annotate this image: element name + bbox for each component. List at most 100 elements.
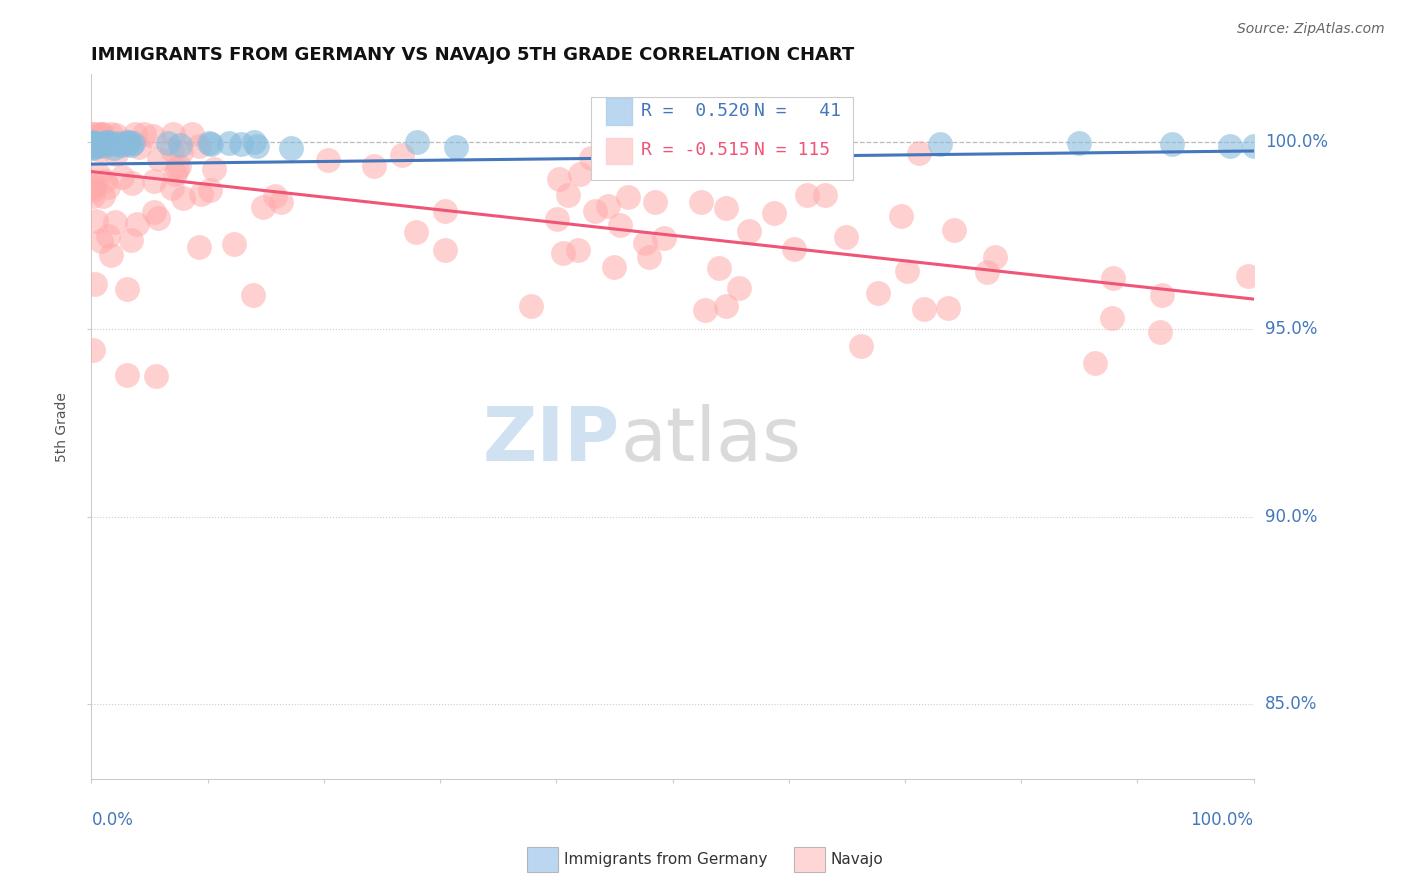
Point <box>976 265 998 279</box>
Point <box>120 233 142 247</box>
Point <box>82 127 104 141</box>
Point <box>82 135 104 149</box>
Point <box>200 136 222 151</box>
Point <box>187 139 209 153</box>
Point <box>242 287 264 301</box>
Point <box>90 234 112 248</box>
Point <box>89 168 111 182</box>
Point <box>252 200 274 214</box>
Point <box>391 148 413 162</box>
Point <box>644 194 666 209</box>
Point <box>434 243 457 257</box>
Point <box>835 230 858 244</box>
Text: Source: ZipAtlas.com: Source: ZipAtlas.com <box>1237 22 1385 37</box>
Point <box>162 127 184 141</box>
Point <box>170 145 193 159</box>
Text: Immigrants from Germany: Immigrants from Germany <box>564 853 768 867</box>
Point <box>146 211 169 226</box>
Point <box>114 136 136 151</box>
Point <box>738 224 761 238</box>
Point <box>111 170 134 185</box>
Point <box>224 237 246 252</box>
Point <box>405 225 427 239</box>
Point <box>434 203 457 218</box>
Point <box>103 141 125 155</box>
Point <box>912 301 935 316</box>
Point <box>405 135 427 149</box>
Point <box>118 135 141 149</box>
Point <box>89 136 111 151</box>
Point <box>634 235 657 250</box>
Point <box>783 242 806 256</box>
Point <box>90 127 112 141</box>
Point <box>120 137 142 152</box>
Point <box>567 243 589 257</box>
Point <box>156 136 179 150</box>
Point <box>166 162 188 177</box>
Point <box>82 183 104 197</box>
Point <box>727 281 749 295</box>
Point <box>122 136 145 151</box>
Point <box>242 136 264 150</box>
Point <box>557 187 579 202</box>
Point <box>97 229 120 244</box>
Text: 95.0%: 95.0% <box>1265 320 1317 338</box>
Point <box>444 139 467 153</box>
Point <box>181 127 204 141</box>
Point <box>83 127 105 141</box>
Point <box>91 127 114 141</box>
Text: Navajo: Navajo <box>831 853 884 867</box>
Point <box>1084 356 1107 370</box>
Point <box>82 136 104 151</box>
Point <box>280 141 302 155</box>
Point <box>148 153 170 167</box>
Point <box>103 215 125 229</box>
Point <box>190 187 212 202</box>
Text: 0.0%: 0.0% <box>91 811 134 829</box>
Point <box>87 128 110 143</box>
Point <box>1236 269 1258 284</box>
Point <box>693 302 716 317</box>
Point <box>90 127 112 141</box>
Point <box>553 245 575 260</box>
Point <box>546 211 568 226</box>
Point <box>121 177 143 191</box>
Point <box>246 138 269 153</box>
Point <box>520 299 543 313</box>
Point <box>167 159 190 173</box>
Point <box>936 301 959 316</box>
Point <box>172 191 194 205</box>
Point <box>1102 271 1125 285</box>
Text: atlas: atlas <box>620 404 801 477</box>
FancyBboxPatch shape <box>591 96 852 180</box>
Point <box>218 136 240 150</box>
Point <box>866 286 889 301</box>
Point <box>188 239 211 253</box>
Point <box>100 136 122 151</box>
Text: 100.0%: 100.0% <box>1191 811 1254 829</box>
Point <box>198 136 221 150</box>
Point <box>82 133 104 147</box>
Point <box>96 180 118 194</box>
Point <box>160 144 183 158</box>
Text: 90.0%: 90.0% <box>1265 508 1317 525</box>
Point <box>104 128 127 142</box>
Text: R = -0.515: R = -0.515 <box>641 141 749 160</box>
Point <box>82 179 104 194</box>
Point <box>100 248 122 262</box>
Point <box>716 202 738 216</box>
Point <box>685 142 707 156</box>
Point <box>202 161 225 176</box>
Point <box>142 204 165 219</box>
Point <box>714 299 737 313</box>
Point <box>596 199 619 213</box>
Point <box>84 213 107 227</box>
Point <box>609 218 631 232</box>
Point <box>198 183 221 197</box>
Point <box>638 251 661 265</box>
Point <box>100 127 122 141</box>
Point <box>1219 138 1241 153</box>
Point <box>82 141 104 155</box>
Point <box>796 187 818 202</box>
Point <box>908 146 931 161</box>
